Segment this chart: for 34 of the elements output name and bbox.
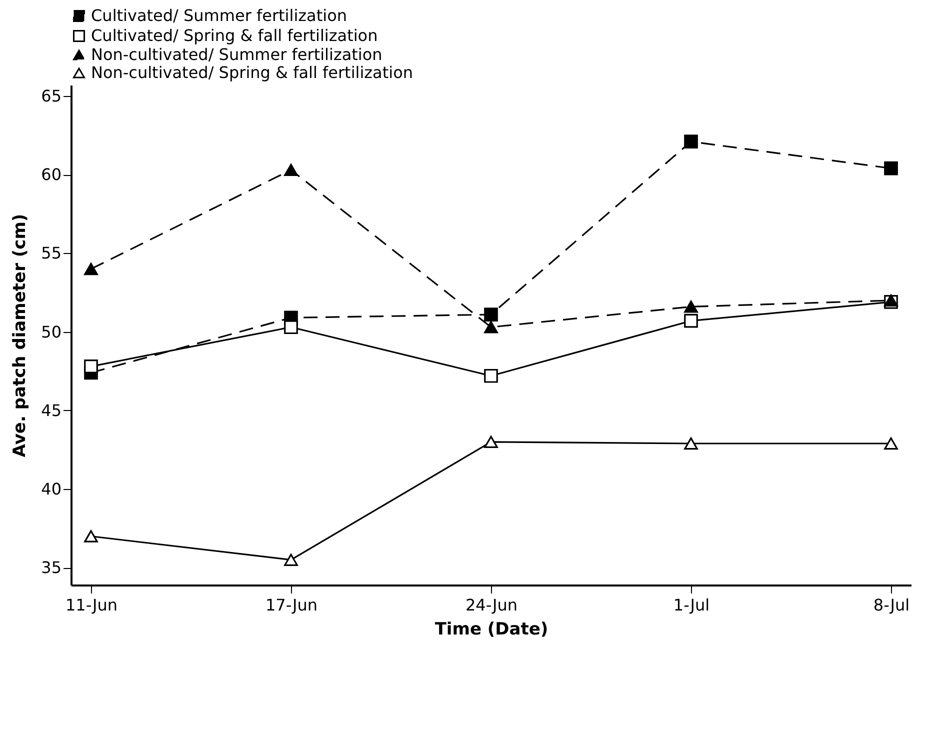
- y-tick-label: 35: [41, 558, 62, 578]
- point: [84, 262, 98, 276]
- point: [684, 314, 698, 328]
- point: [684, 300, 698, 313]
- x-tick-label: 1-Jul: [673, 596, 710, 614]
- x-tick-label: 24-Jun: [465, 596, 518, 614]
- y-tick-label: 40: [41, 480, 62, 499]
- point: [484, 368, 498, 383]
- point: [684, 134, 698, 149]
- y-tick-label: 60: [41, 165, 62, 184]
- legend-label: Cultivated/ Summer fertilization: [91, 6, 347, 25]
- point: [884, 437, 898, 450]
- y-tick-label: 45: [41, 400, 62, 420]
- y-tick-label: 55: [41, 244, 62, 263]
- point: [84, 530, 98, 542]
- y-tick-label: 50: [41, 322, 62, 342]
- legend-label: Cultivated/ Spring & fall fertilization: [91, 26, 378, 45]
- legend-label: Non-cultivated/ Summer fertilization: [91, 45, 382, 64]
- legend-label: Non-cultivated/ Spring & fall fertilization: [91, 63, 414, 82]
- y-tick-label: 65: [41, 86, 62, 106]
- y-axis-title: Ave. patch diameter (cm): [10, 214, 30, 458]
- x-axis-title: Time (Date): [434, 620, 548, 640]
- point: [884, 161, 898, 176]
- point: [284, 554, 298, 566]
- point: [484, 436, 498, 448]
- x-tick-label: 11-Jun: [65, 596, 118, 614]
- point: [684, 437, 698, 450]
- point: [284, 164, 298, 176]
- point: [84, 360, 98, 374]
- x-tick-label: 8-Jul: [873, 596, 910, 614]
- point: [484, 308, 498, 322]
- point: [284, 320, 298, 334]
- x-tick-label: 17-Jun: [265, 596, 318, 614]
- point: [484, 321, 498, 334]
